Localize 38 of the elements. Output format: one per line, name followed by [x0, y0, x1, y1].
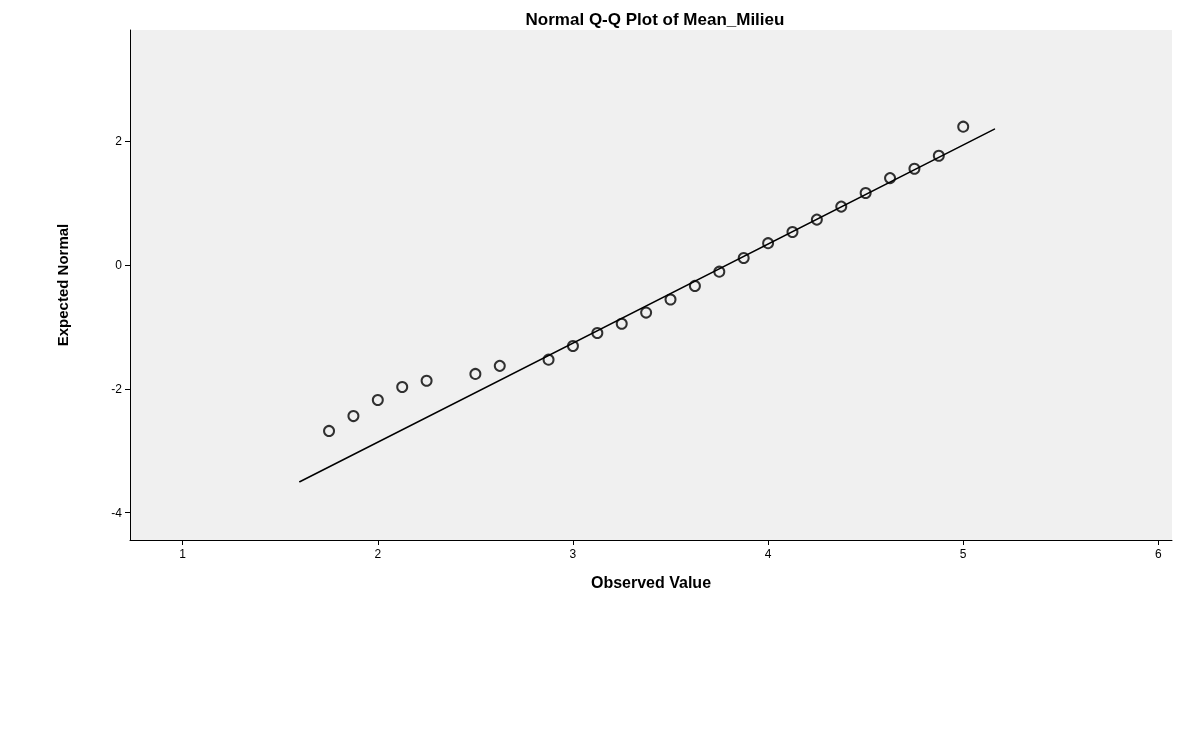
point [786, 226, 799, 239]
point [493, 359, 506, 372]
point [566, 340, 579, 353]
x-tick-label: 3 [569, 547, 577, 561]
x-tick-label: 1 [179, 547, 187, 561]
point [835, 200, 848, 213]
x-tick-label: 5 [959, 547, 967, 561]
chart-title: Normal Q-Q Plot of Mean_Milieu [525, 10, 785, 29]
point [469, 367, 482, 380]
x-axis-title: Observed Value [590, 573, 712, 591]
point [640, 306, 653, 319]
point [762, 237, 775, 250]
y-tick-label: -2 [111, 381, 123, 396]
y-tick-label: -4 [111, 505, 123, 520]
point [615, 317, 628, 330]
point [737, 252, 750, 265]
point [884, 172, 897, 185]
point [688, 279, 701, 292]
point [810, 213, 823, 226]
point [323, 424, 336, 437]
y-tick-label: 2 [115, 133, 123, 148]
x-tick-label: 4 [764, 547, 772, 561]
x-tick-label: 6 [1155, 547, 1162, 561]
point [932, 149, 945, 162]
point [908, 162, 921, 175]
point [664, 293, 677, 306]
y-tick-label: 0 [115, 257, 123, 272]
point [957, 120, 970, 133]
point [347, 410, 360, 423]
point [371, 393, 384, 406]
x-tick-label: 2 [374, 547, 382, 561]
point [396, 380, 409, 393]
point [713, 265, 726, 278]
point [859, 186, 872, 199]
y-axis-title: Expected Normal [54, 223, 71, 347]
point [591, 327, 604, 340]
point [420, 374, 433, 387]
point [542, 353, 555, 366]
